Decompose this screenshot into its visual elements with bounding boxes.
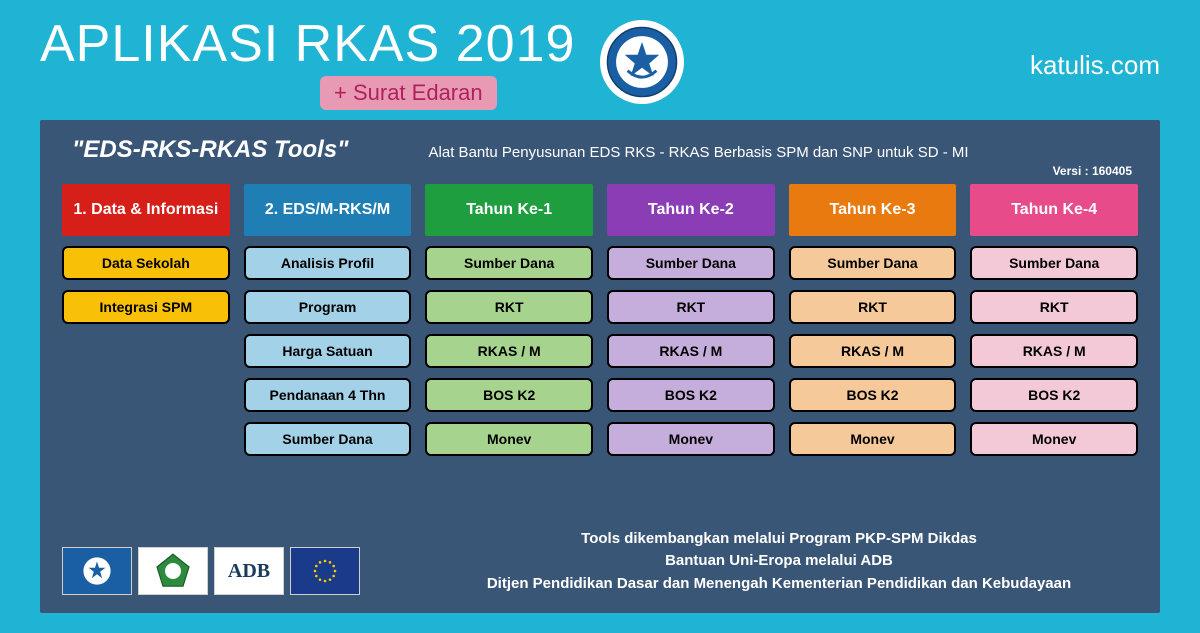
column-item-button[interactable]: Sumber Dana <box>425 246 593 280</box>
column-item-button[interactable]: RKAS / M <box>607 334 775 368</box>
column-item-button[interactable]: RKT <box>789 290 957 324</box>
column-item-button[interactable]: RKAS / M <box>789 334 957 368</box>
column-item-button[interactable]: Sumber Dana <box>970 246 1138 280</box>
eu-flag-icon <box>290 547 360 595</box>
column-item-button[interactable]: Sumber Dana <box>244 422 412 456</box>
column-item-button[interactable]: Sumber Dana <box>607 246 775 280</box>
banner-header: APLIKASI RKAS 2019 + Surat Edaran katuli… <box>0 0 1200 110</box>
column-3: Tahun Ke-2 Sumber Dana RKT RKAS / M BOS K2 Mo… <box>607 184 775 456</box>
column-header[interactable]: Tahun Ke-2 <box>607 184 775 236</box>
column-item-button[interactable]: Harga Satuan <box>244 334 412 368</box>
column-header[interactable]: Tahun Ke-1 <box>425 184 593 236</box>
column-0: 1. Data & Informasi Data Sekolah Integrasi… <box>62 184 230 456</box>
column-item-button[interactable]: Analisis Profil <box>244 246 412 280</box>
column-item-button[interactable]: RKAS / M <box>425 334 593 368</box>
column-item-button[interactable]: RKT <box>970 290 1138 324</box>
main-title: APLIKASI RKAS 2019 <box>40 18 575 70</box>
column-item-button[interactable]: BOS K2 <box>970 378 1138 412</box>
column-item-button[interactable]: Integrasi SPM <box>62 290 230 324</box>
panel-header: "EDS-RKS-RKAS Tools" Alat Bantu Penyusun… <box>62 136 1138 164</box>
column-item-button[interactable]: RKAS / M <box>970 334 1138 368</box>
version-label: Versi : 160405 <box>1053 164 1132 178</box>
footer-text: Tools dikembangkan melalui Program PKP-S… <box>420 528 1138 596</box>
column-item-button[interactable]: BOS K2 <box>425 378 593 412</box>
column-4: Tahun Ke-3 Sumber Dana RKT RKAS / M BOS K2 Mo… <box>789 184 957 456</box>
column-item-button[interactable]: Data Sekolah <box>62 246 230 280</box>
column-item-button[interactable]: Monev <box>970 422 1138 456</box>
badge-wrap: + Surat Edaran <box>320 76 575 110</box>
column-item-button[interactable]: Monev <box>425 422 593 456</box>
columns-grid: 1. Data & Informasi Data Sekolah Integrasi… <box>62 184 1138 456</box>
column-1: 2. EDS/M-RKS/M Analisis Profil Program Harg… <box>244 184 412 456</box>
kemenag-icon <box>138 547 208 595</box>
tut-wuri-handayani-icon <box>600 20 684 104</box>
banner: APLIKASI RKAS 2019 + Surat Edaran katuli… <box>0 0 1200 633</box>
footer-line: Tools dikembangkan melalui Program PKP-S… <box>420 528 1138 551</box>
column-item-button[interactable]: Sumber Dana <box>789 246 957 280</box>
footer-line: Bantuan Uni-Eropa melalui ADB <box>420 550 1138 573</box>
column-item-button[interactable]: RKT <box>425 290 593 324</box>
title-block: APLIKASI RKAS 2019 + Surat Edaran <box>40 18 575 110</box>
column-item-button[interactable]: Pendanaan 4 Thn <box>244 378 412 412</box>
footer-logos: ADB <box>62 547 360 595</box>
column-item-button[interactable]: BOS K2 <box>607 378 775 412</box>
column-item-button[interactable]: Monev <box>607 422 775 456</box>
column-item-button[interactable]: Program <box>244 290 412 324</box>
column-header[interactable]: Tahun Ke-3 <box>789 184 957 236</box>
column-item-button[interactable]: Monev <box>789 422 957 456</box>
tut-wuri-icon <box>62 547 132 595</box>
column-2: Tahun Ke-1 Sumber Dana RKT RKAS / M BOS K2 Mo… <box>425 184 593 456</box>
column-header[interactable]: 2. EDS/M-RKS/M <box>244 184 412 236</box>
column-item-button[interactable]: RKT <box>607 290 775 324</box>
site-name[interactable]: katulis.com <box>1030 50 1160 81</box>
column-header[interactable]: Tahun Ke-4 <box>970 184 1138 236</box>
tools-panel: "EDS-RKS-RKAS Tools" Alat Bantu Penyusun… <box>40 120 1160 613</box>
surat-badge: + Surat Edaran <box>320 76 497 110</box>
column-item-button[interactable]: BOS K2 <box>789 378 957 412</box>
footer-line: Ditjen Pendidikan Dasar dan Menengah Kem… <box>420 573 1138 596</box>
ADB-icon: ADB <box>214 547 284 595</box>
panel-description: Alat Bantu Penyusunan EDS RKS - RKAS Ber… <box>429 144 969 161</box>
column-header[interactable]: 1. Data & Informasi <box>62 184 230 236</box>
panel-title: "EDS-RKS-RKAS Tools" <box>72 136 349 164</box>
column-5: Tahun Ke-4 Sumber Dana RKT RKAS / M BOS K2 Mo… <box>970 184 1138 456</box>
